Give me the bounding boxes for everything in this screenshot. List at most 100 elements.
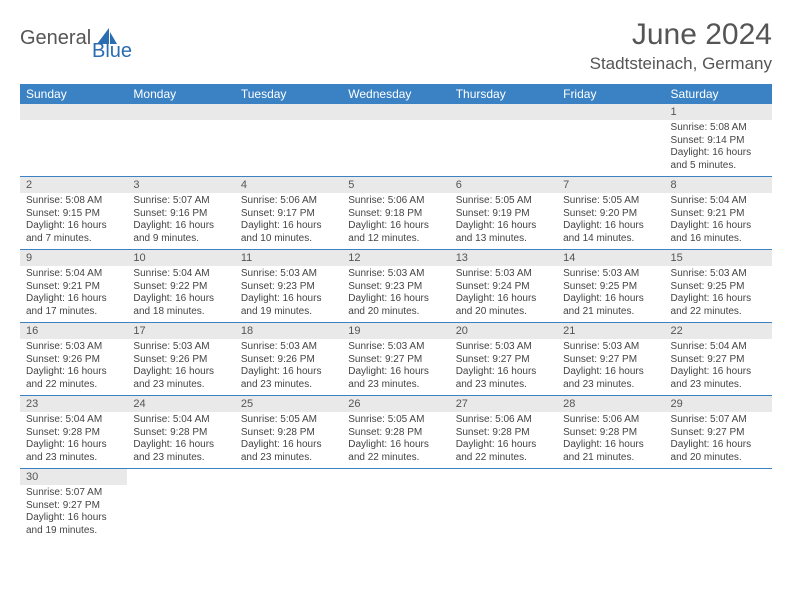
daylight-line: Daylight: 16 hours and 12 minutes. bbox=[348, 220, 443, 245]
day-number-cell bbox=[127, 104, 234, 120]
sunset-line: Sunset: 9:28 PM bbox=[241, 427, 336, 440]
sunrise-line: Sunrise: 5:04 AM bbox=[671, 195, 766, 208]
day-number-cell: 4 bbox=[235, 177, 342, 194]
day-number-row: 16171819202122 bbox=[20, 323, 772, 340]
day-detail-cell: Sunrise: 5:05 AMSunset: 9:19 PMDaylight:… bbox=[450, 193, 557, 250]
daylight-line: Daylight: 16 hours and 21 minutes. bbox=[563, 439, 658, 464]
sunset-line: Sunset: 9:27 PM bbox=[348, 354, 443, 367]
day-number-cell bbox=[450, 469, 557, 486]
day-number-cell: 7 bbox=[557, 177, 664, 194]
day-detail-row: Sunrise: 5:07 AMSunset: 9:27 PMDaylight:… bbox=[20, 485, 772, 541]
sunset-line: Sunset: 9:22 PM bbox=[133, 281, 228, 294]
day-number-cell: 24 bbox=[127, 396, 234, 413]
sunset-line: Sunset: 9:25 PM bbox=[671, 281, 766, 294]
daylight-line: Daylight: 16 hours and 10 minutes. bbox=[241, 220, 336, 245]
sunrise-line: Sunrise: 5:03 AM bbox=[456, 268, 551, 281]
day-detail-cell: Sunrise: 5:06 AMSunset: 9:28 PMDaylight:… bbox=[557, 412, 664, 469]
sunset-line: Sunset: 9:21 PM bbox=[26, 281, 121, 294]
day-number-cell: 21 bbox=[557, 323, 664, 340]
day-number-cell: 10 bbox=[127, 250, 234, 267]
daylight-line: Daylight: 16 hours and 23 minutes. bbox=[133, 366, 228, 391]
day-number-cell bbox=[342, 104, 449, 120]
sunset-line: Sunset: 9:26 PM bbox=[26, 354, 121, 367]
day-number-cell: 14 bbox=[557, 250, 664, 267]
sunset-line: Sunset: 9:28 PM bbox=[26, 427, 121, 440]
sunrise-line: Sunrise: 5:04 AM bbox=[671, 341, 766, 354]
sunrise-line: Sunrise: 5:06 AM bbox=[456, 414, 551, 427]
day-number-cell: 3 bbox=[127, 177, 234, 194]
day-detail-cell: Sunrise: 5:03 AMSunset: 9:27 PMDaylight:… bbox=[342, 339, 449, 396]
day-detail-cell: Sunrise: 5:07 AMSunset: 9:27 PMDaylight:… bbox=[20, 485, 127, 541]
daylight-line: Daylight: 16 hours and 23 minutes. bbox=[133, 439, 228, 464]
day-detail-cell: Sunrise: 5:07 AMSunset: 9:27 PMDaylight:… bbox=[665, 412, 772, 469]
day-detail-cell: Sunrise: 5:03 AMSunset: 9:25 PMDaylight:… bbox=[665, 266, 772, 323]
day-detail-cell: Sunrise: 5:07 AMSunset: 9:16 PMDaylight:… bbox=[127, 193, 234, 250]
daylight-line: Daylight: 16 hours and 9 minutes. bbox=[133, 220, 228, 245]
day-detail-cell bbox=[127, 485, 234, 541]
sunrise-line: Sunrise: 5:03 AM bbox=[241, 341, 336, 354]
sunset-line: Sunset: 9:27 PM bbox=[26, 500, 121, 513]
sunset-line: Sunset: 9:14 PM bbox=[671, 135, 766, 148]
weekday-header: Wednesday bbox=[342, 84, 449, 104]
sunset-line: Sunset: 9:23 PM bbox=[348, 281, 443, 294]
day-detail-cell: Sunrise: 5:06 AMSunset: 9:18 PMDaylight:… bbox=[342, 193, 449, 250]
day-number-cell: 26 bbox=[342, 396, 449, 413]
sunset-line: Sunset: 9:19 PM bbox=[456, 208, 551, 221]
sunset-line: Sunset: 9:15 PM bbox=[26, 208, 121, 221]
sunrise-line: Sunrise: 5:04 AM bbox=[133, 268, 228, 281]
weekday-header: Sunday bbox=[20, 84, 127, 104]
day-number-cell: 1 bbox=[665, 104, 772, 120]
sunset-line: Sunset: 9:26 PM bbox=[241, 354, 336, 367]
day-number-cell: 28 bbox=[557, 396, 664, 413]
daylight-line: Daylight: 16 hours and 23 minutes. bbox=[241, 366, 336, 391]
sunset-line: Sunset: 9:25 PM bbox=[563, 281, 658, 294]
day-number-row: 30 bbox=[20, 469, 772, 486]
weekday-header: Tuesday bbox=[235, 84, 342, 104]
day-detail-cell: Sunrise: 5:05 AMSunset: 9:28 PMDaylight:… bbox=[235, 412, 342, 469]
weekday-header: Friday bbox=[557, 84, 664, 104]
day-detail-cell bbox=[665, 485, 772, 541]
sunset-line: Sunset: 9:27 PM bbox=[671, 354, 766, 367]
day-detail-row: Sunrise: 5:03 AMSunset: 9:26 PMDaylight:… bbox=[20, 339, 772, 396]
daylight-line: Daylight: 16 hours and 23 minutes. bbox=[348, 366, 443, 391]
sunrise-line: Sunrise: 5:04 AM bbox=[26, 414, 121, 427]
day-detail-cell: Sunrise: 5:04 AMSunset: 9:21 PMDaylight:… bbox=[20, 266, 127, 323]
logo-text-blue: Blue bbox=[92, 40, 132, 63]
daylight-line: Daylight: 16 hours and 23 minutes. bbox=[671, 366, 766, 391]
weekday-header: Monday bbox=[127, 84, 234, 104]
day-detail-cell bbox=[20, 120, 127, 177]
day-number-cell: 5 bbox=[342, 177, 449, 194]
day-number-cell bbox=[235, 104, 342, 120]
day-number-cell: 16 bbox=[20, 323, 127, 340]
day-number-cell: 17 bbox=[127, 323, 234, 340]
day-detail-cell: Sunrise: 5:04 AMSunset: 9:21 PMDaylight:… bbox=[665, 193, 772, 250]
day-number-cell: 29 bbox=[665, 396, 772, 413]
daylight-line: Daylight: 16 hours and 7 minutes. bbox=[26, 220, 121, 245]
day-number-cell: 27 bbox=[450, 396, 557, 413]
day-number-row: 9101112131415 bbox=[20, 250, 772, 267]
sunrise-line: Sunrise: 5:06 AM bbox=[241, 195, 336, 208]
daylight-line: Daylight: 16 hours and 22 minutes. bbox=[671, 293, 766, 318]
weekday-header-row: Sunday Monday Tuesday Wednesday Thursday… bbox=[20, 84, 772, 104]
day-number-cell bbox=[557, 104, 664, 120]
sunrise-line: Sunrise: 5:03 AM bbox=[348, 268, 443, 281]
day-detail-cell bbox=[557, 485, 664, 541]
day-number-cell bbox=[557, 469, 664, 486]
daylight-line: Daylight: 16 hours and 22 minutes. bbox=[456, 439, 551, 464]
day-detail-row: Sunrise: 5:04 AM Sunset: 9:21 PM Daylight:… bbox=[20, 266, 772, 323]
day-number-row: 2345678 bbox=[20, 177, 772, 194]
day-number-cell: 11 bbox=[235, 250, 342, 267]
day-number-cell: 18 bbox=[235, 323, 342, 340]
sunset-line: Sunset: 9:18 PM bbox=[348, 208, 443, 221]
day-detail-cell: Sunrise: 5:04 AMSunset: 9:28 PMDaylight:… bbox=[127, 412, 234, 469]
daylight-line: Daylight: 16 hours and 20 minutes. bbox=[348, 293, 443, 318]
day-number-cell: 23 bbox=[20, 396, 127, 413]
sunset-line: Sunset: 9:27 PM bbox=[456, 354, 551, 367]
sunset-line: Sunset: 9:24 PM bbox=[456, 281, 551, 294]
day-number-cell bbox=[127, 469, 234, 486]
day-detail-cell: Sunrise: 5:04 AMSunset: 9:27 PMDaylight:… bbox=[665, 339, 772, 396]
day-detail-cell: Sunrise: 5:03 AMSunset: 9:27 PMDaylight:… bbox=[450, 339, 557, 396]
sunrise-line: Sunrise: 5:07 AM bbox=[671, 414, 766, 427]
sunrise-line: Sunrise: 5:03 AM bbox=[563, 341, 658, 354]
calendar-table: Sunday Monday Tuesday Wednesday Thursday… bbox=[20, 84, 772, 541]
